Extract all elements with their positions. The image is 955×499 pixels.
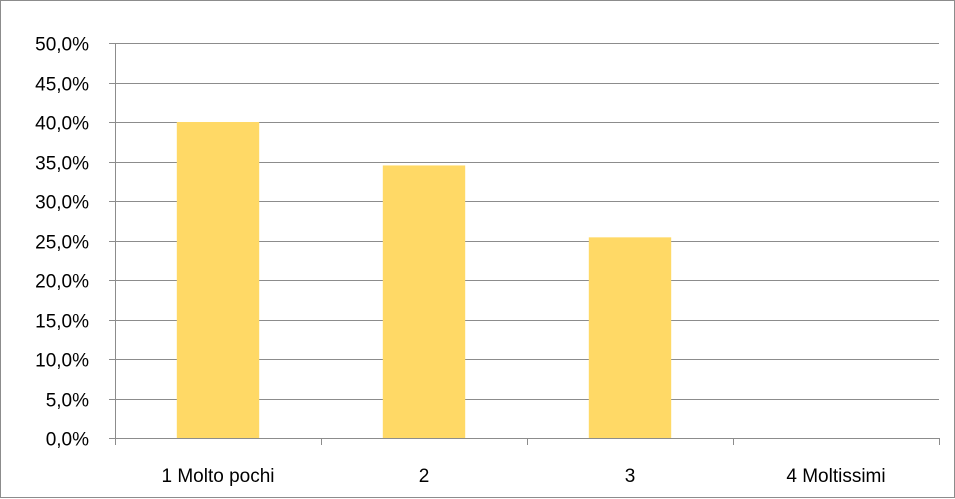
- y-tick-label: 0,0%: [46, 430, 89, 451]
- y-tick-labels: 0,0% 5,0% 10,0% 15,0% 20,0% 25,0% 30,0% 35,0% 40…: [35, 35, 89, 451]
- bar: [588, 237, 672, 438]
- y-tick-label: 50,0%: [35, 35, 89, 56]
- y-tick-label: 10,0%: [35, 351, 89, 372]
- y-tick-label: 5,0%: [46, 391, 89, 412]
- y-tick-label: 40,0%: [35, 114, 89, 135]
- y-tick-label: 45,0%: [35, 75, 89, 96]
- x-tick-labels: 1 Molto pochi 2 3 4 Moltissimi: [161, 466, 885, 487]
- x-tick-label: 2: [419, 466, 430, 487]
- axes: [109, 43, 940, 445]
- y-tick-label: 30,0%: [35, 193, 89, 214]
- bars: [176, 122, 672, 438]
- bar: [382, 165, 466, 438]
- x-tick-label: 4 Moltissimi: [786, 466, 885, 487]
- y-tick-label: 25,0%: [35, 233, 89, 254]
- y-tick-label: 20,0%: [35, 272, 89, 293]
- y-tick-label: 15,0%: [35, 312, 89, 333]
- y-tick-label: 35,0%: [35, 154, 89, 175]
- x-tick-label: 3: [625, 466, 636, 487]
- bar: [176, 122, 260, 438]
- x-tick-label: 1 Molto pochi: [161, 466, 274, 487]
